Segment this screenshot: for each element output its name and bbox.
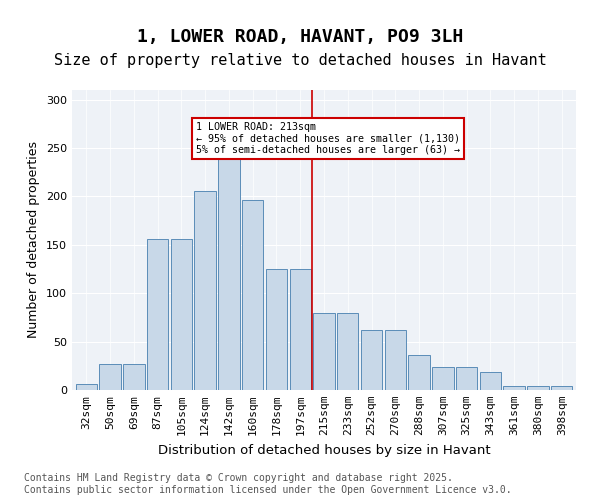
Bar <box>290 269 311 390</box>
Bar <box>100 364 121 390</box>
Bar <box>480 372 501 390</box>
Bar <box>266 269 287 390</box>
Text: Contains HM Land Registry data © Crown copyright and database right 2025.
Contai: Contains HM Land Registry data © Crown c… <box>24 474 512 495</box>
Bar <box>170 239 192 390</box>
Bar <box>313 312 335 390</box>
Bar <box>76 384 97 390</box>
Bar <box>218 148 239 390</box>
Bar <box>432 367 454 390</box>
Text: 1, LOWER ROAD, HAVANT, PO9 3LH: 1, LOWER ROAD, HAVANT, PO9 3LH <box>137 28 463 46</box>
Bar <box>385 330 406 390</box>
Y-axis label: Number of detached properties: Number of detached properties <box>28 142 40 338</box>
Bar <box>147 239 168 390</box>
Bar <box>456 367 478 390</box>
Text: Size of property relative to detached houses in Havant: Size of property relative to detached ho… <box>53 52 547 68</box>
Text: 1 LOWER ROAD: 213sqm
← 95% of detached houses are smaller (1,130)
5% of semi-det: 1 LOWER ROAD: 213sqm ← 95% of detached h… <box>196 122 460 155</box>
Bar <box>242 200 263 390</box>
Bar <box>194 190 216 390</box>
Bar <box>123 364 145 390</box>
Bar <box>409 355 430 390</box>
Bar <box>337 312 358 390</box>
Bar <box>551 386 572 390</box>
Bar <box>503 386 525 390</box>
Bar <box>361 330 382 390</box>
X-axis label: Distribution of detached houses by size in Havant: Distribution of detached houses by size … <box>158 444 490 456</box>
Bar <box>527 386 548 390</box>
